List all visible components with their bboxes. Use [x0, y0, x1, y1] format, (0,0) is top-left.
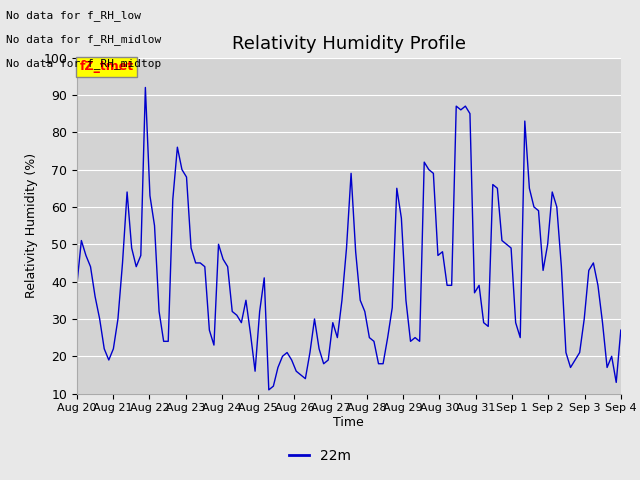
Text: No data for f_RH_low: No data for f_RH_low — [6, 10, 141, 21]
Text: fZ_tmet: fZ_tmet — [79, 60, 134, 73]
Text: No data for f_RH_midtop: No data for f_RH_midtop — [6, 58, 162, 69]
Title: Relativity Humidity Profile: Relativity Humidity Profile — [232, 35, 466, 53]
Y-axis label: Relativity Humidity (%): Relativity Humidity (%) — [25, 153, 38, 298]
X-axis label: Time: Time — [333, 416, 364, 429]
Legend: 22m: 22m — [283, 443, 357, 468]
Text: No data for f_RH_midlow: No data for f_RH_midlow — [6, 34, 162, 45]
